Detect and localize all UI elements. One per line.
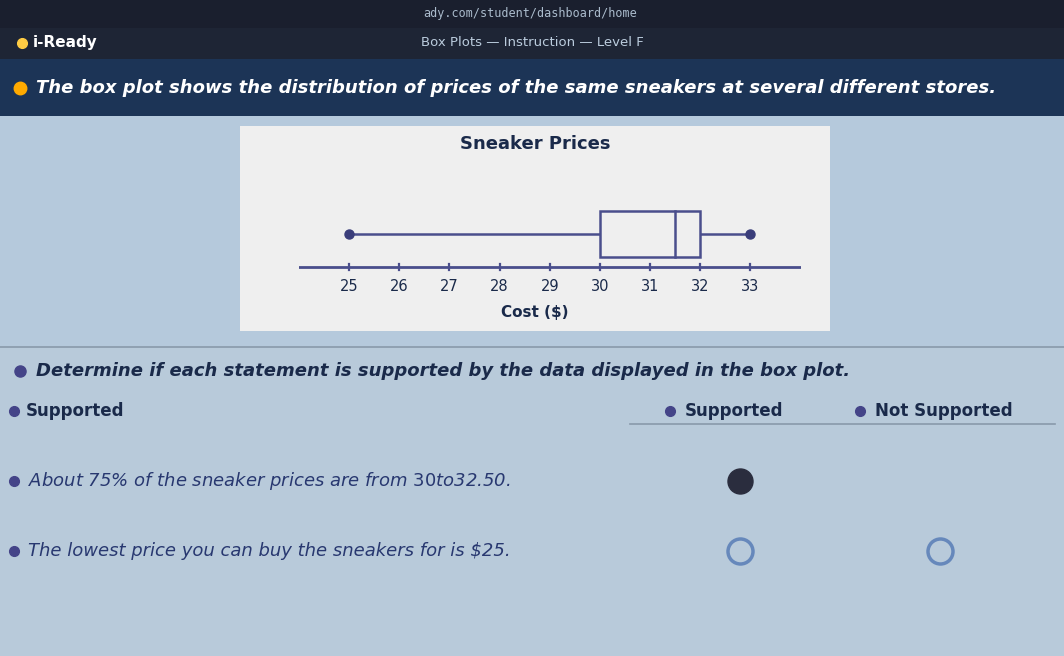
Text: 26: 26	[390, 279, 409, 295]
Text: The lowest price you can buy the sneakers for is $25.: The lowest price you can buy the sneaker…	[28, 542, 511, 560]
Text: 30: 30	[591, 279, 610, 295]
Text: The box plot shows the distribution of prices of the same sneakers at several di: The box plot shows the distribution of p…	[36, 79, 996, 97]
Text: ady.com/student/dashboard/home: ady.com/student/dashboard/home	[423, 7, 637, 20]
Text: 33: 33	[742, 279, 760, 295]
Text: 27: 27	[440, 279, 459, 295]
Text: 29: 29	[541, 279, 559, 295]
FancyBboxPatch shape	[240, 126, 830, 331]
Text: Sneaker Prices: Sneaker Prices	[460, 135, 611, 153]
Text: Not Supported: Not Supported	[875, 402, 1013, 420]
Text: i-Ready: i-Ready	[33, 35, 98, 51]
Text: 31: 31	[641, 279, 660, 295]
Text: 28: 28	[491, 279, 509, 295]
FancyBboxPatch shape	[0, 28, 1064, 59]
Text: About 75% of the sneaker prices are from $30 to $32.50.: About 75% of the sneaker prices are from…	[28, 470, 511, 492]
FancyBboxPatch shape	[0, 59, 1064, 116]
FancyBboxPatch shape	[0, 116, 1064, 346]
Text: Cost ($): Cost ($)	[501, 306, 569, 321]
Text: Supported: Supported	[26, 402, 124, 420]
Text: Supported: Supported	[685, 402, 783, 420]
Text: Box Plots — Instruction — Level F: Box Plots — Instruction — Level F	[420, 37, 644, 49]
Text: Determine if each statement is supported by the data displayed in the box plot.: Determine if each statement is supported…	[36, 362, 850, 380]
FancyBboxPatch shape	[0, 0, 1064, 28]
Text: 25: 25	[339, 279, 359, 295]
FancyBboxPatch shape	[0, 346, 1064, 656]
Text: 32: 32	[691, 279, 710, 295]
